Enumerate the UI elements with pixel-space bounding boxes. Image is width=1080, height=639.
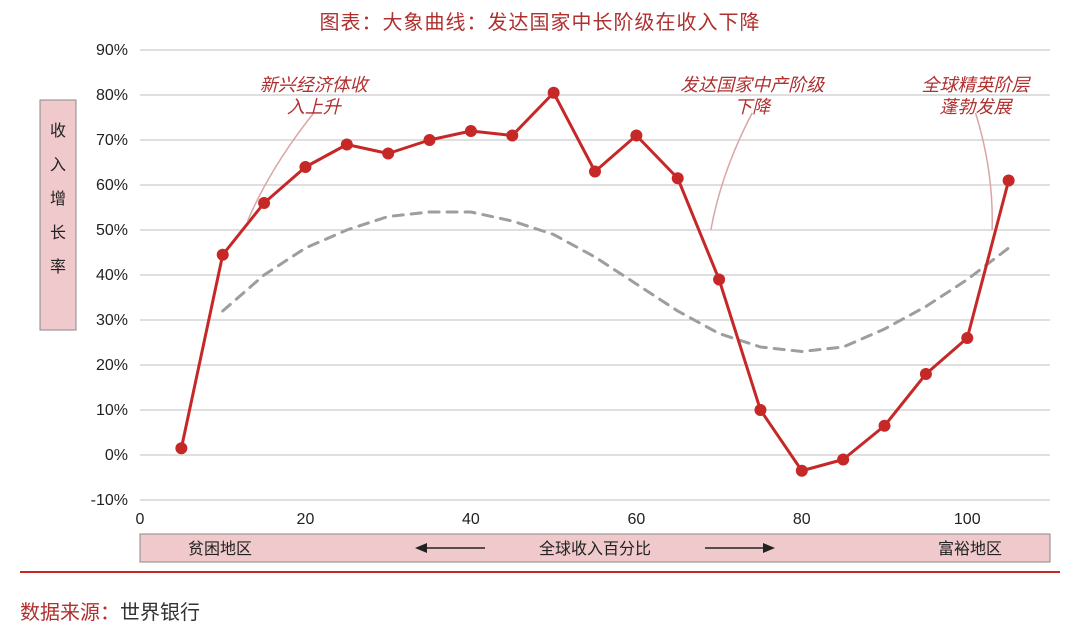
svg-text:20: 20 — [297, 511, 315, 528]
svg-text:40: 40 — [462, 511, 480, 528]
source-value: 世界银行 — [120, 602, 200, 624]
svg-text:90%: 90% — [96, 42, 128, 59]
svg-text:收: 收 — [50, 122, 66, 140]
svg-text:增: 增 — [50, 190, 66, 208]
svg-text:下降: 下降 — [734, 97, 772, 117]
svg-text:20%: 20% — [96, 357, 128, 374]
svg-text:全球精英阶层: 全球精英阶层 — [922, 75, 1032, 95]
svg-text:蓬勃发展: 蓬勃发展 — [940, 97, 1014, 117]
svg-text:80: 80 — [793, 511, 811, 528]
elephant-chart: -10% 0% 10% 20% 30% 40% 50% 60% 70% 80% 90% 0 20 40 60… — [20, 40, 1060, 580]
svg-text:入上升: 入上升 — [287, 97, 343, 117]
svg-text:长: 长 — [50, 224, 66, 242]
source-label: 数据来源： — [20, 602, 120, 624]
svg-text:30%: 30% — [96, 312, 128, 329]
svg-text:70%: 70% — [96, 132, 128, 149]
svg-text:0%: 0% — [105, 447, 128, 464]
svg-text:富裕地区: 富裕地区 — [938, 540, 1002, 558]
svg-text:60%: 60% — [96, 177, 128, 194]
svg-text:新兴经济体收: 新兴经济体收 — [260, 75, 371, 95]
svg-text:率: 率 — [50, 258, 66, 276]
svg-text:入: 入 — [50, 157, 66, 174]
svg-text:50%: 50% — [96, 222, 128, 239]
svg-text:贫困地区: 贫困地区 — [188, 540, 252, 558]
svg-text:100: 100 — [954, 511, 981, 528]
svg-text:0: 0 — [136, 511, 145, 528]
svg-text:全球收入百分比: 全球收入百分比 — [539, 540, 651, 558]
chart-title: 图表：大象曲线：发达国家中长阶级在收入下降 — [0, 6, 1080, 35]
svg-text:80%: 80% — [96, 87, 128, 104]
svg-text:60: 60 — [627, 511, 645, 528]
data-source: 数据来源：世界银行 — [20, 596, 200, 625]
svg-text:40%: 40% — [96, 267, 128, 284]
svg-text:10%: 10% — [96, 402, 128, 419]
svg-text:-10%: -10% — [91, 492, 128, 509]
svg-text:发达国家中产阶级: 发达国家中产阶级 — [680, 75, 825, 95]
